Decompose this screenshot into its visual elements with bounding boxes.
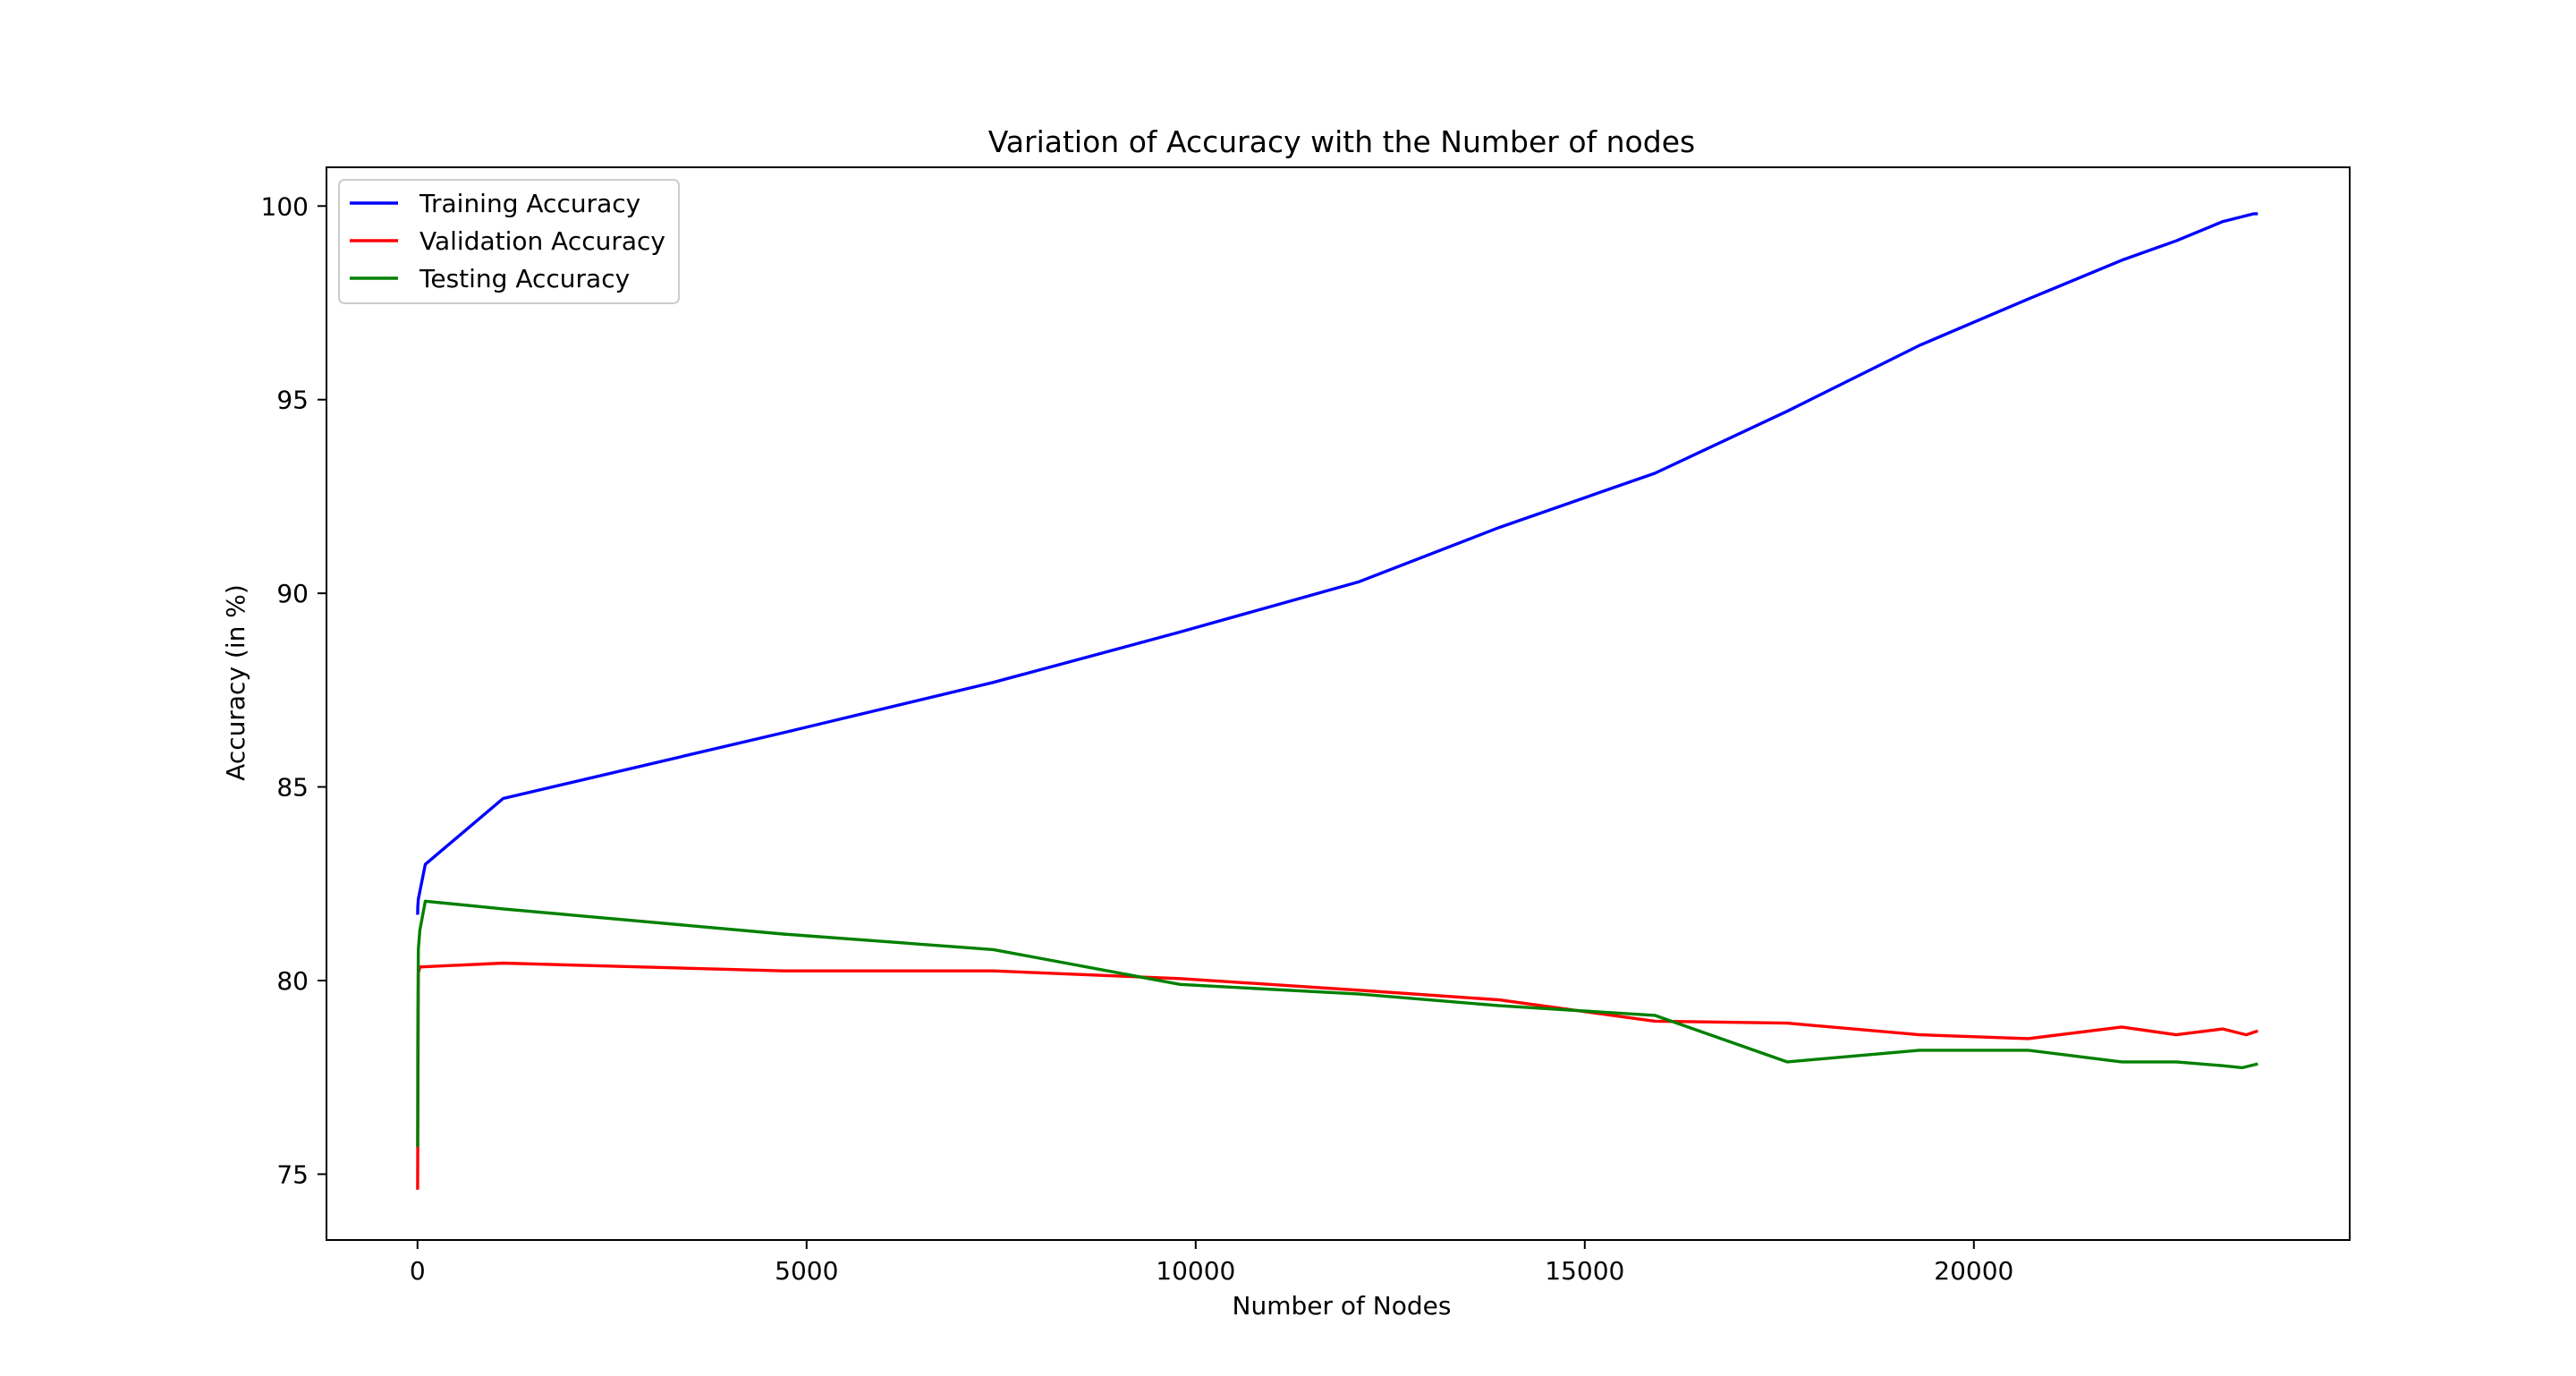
y-tick-label: 85 [276, 773, 309, 803]
legend-box [338, 179, 680, 304]
x-tick-label: 10000 [1156, 1256, 1235, 1286]
plot-area [416, 212, 2258, 1190]
axes-frame [326, 166, 2351, 1241]
x-tick-label: 5000 [775, 1256, 838, 1286]
y-tick-label: 100 [261, 191, 309, 221]
legend: Training Accuracy Validation Accuracy Test… [338, 179, 680, 304]
y-tick-label: 80 [276, 966, 309, 996]
legend-label-2: Validation Accuracy [419, 226, 665, 256]
y-axis-label: Accuracy (in %) [221, 584, 250, 781]
x-axis-label: Number of Nodes [1233, 1291, 1452, 1321]
chart-title: Variation of Accuracy with the Number of… [988, 124, 1695, 159]
series-line-1 [416, 212, 2258, 915]
legend-label-1: Training Accuracy [419, 189, 640, 218]
y-tick-label: 90 [276, 579, 309, 608]
axes: 0 5000 10000 15000 20000 75 80 85 90 95 100 [261, 166, 2351, 1286]
x-tick-label: 15000 [1545, 1256, 1624, 1286]
x-tick-label: 0 [410, 1256, 426, 1286]
legend-label-3: Testing Accuracy [419, 264, 630, 293]
y-tick-label: 95 [276, 386, 309, 415]
x-tick-label: 20000 [1934, 1256, 2013, 1286]
y-tick-label: 75 [276, 1159, 309, 1189]
series-line-3 [416, 899, 2258, 1148]
series-line-2 [416, 961, 2258, 1190]
